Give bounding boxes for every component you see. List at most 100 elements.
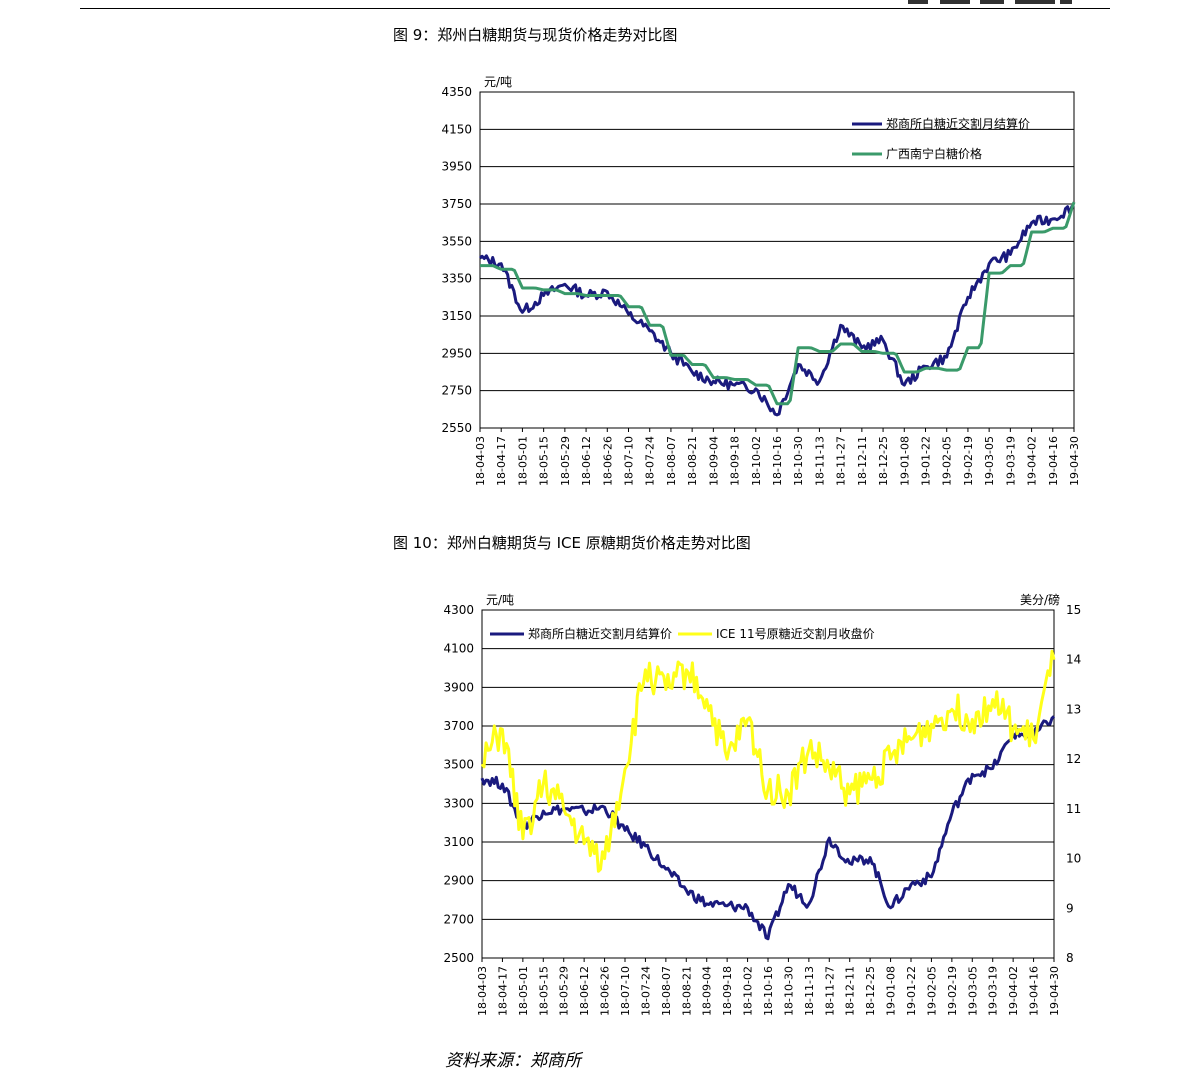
x-tick-label: 18-06-12 <box>578 966 591 1016</box>
legend-label-2: 广西南宁白糖价格 <box>886 146 982 161</box>
y-tick-label: 2700 <box>443 912 474 926</box>
x-tick-label: 18-05-29 <box>559 436 572 486</box>
figure-10-title: 图 10：郑州白糖期货与 ICE 原糖期货价格走势对比图 <box>393 534 751 552</box>
y-tick-label: 4300 <box>443 603 474 617</box>
x-tick-label: 18-04-03 <box>474 436 487 486</box>
x-tick-label: 19-02-19 <box>962 436 975 486</box>
figure-10-chart: 2500 2700 2900 3100 3300 3500 3700 3900 4100 4300… <box>443 592 1081 1016</box>
y-tick-label: 3900 <box>443 680 474 694</box>
header-rule <box>80 8 1110 9</box>
y2-tick-label: 15 <box>1066 603 1081 617</box>
x-tick-label: 19-01-22 <box>905 966 918 1016</box>
y-tick-label: 3350 <box>441 272 472 286</box>
plot-frame <box>479 91 1075 429</box>
x-tick-label: 19-02-05 <box>941 436 954 486</box>
header-decoration <box>908 0 1072 4</box>
y-tick-label: 4150 <box>441 122 472 136</box>
x-tick-label: 18-10-16 <box>762 966 775 1016</box>
legend-label-2: ICE 11号原糖近交割月收盘价 <box>716 626 875 641</box>
y-axis-label: 元/吨 <box>484 75 512 89</box>
x-tick-label: 18-05-15 <box>537 966 550 1016</box>
legend-label-1: 郑商所白糖近交割月结算价 <box>886 116 1030 131</box>
y2-tick-label: 11 <box>1066 802 1081 816</box>
x-tick-label: 19-03-05 <box>983 436 996 486</box>
x-tick-label: 19-04-02 <box>1007 966 1020 1016</box>
x-tick-label: 19-04-16 <box>1047 436 1060 486</box>
x-tick-label: 18-04-03 <box>476 966 489 1016</box>
y2-tick-label: 10 <box>1066 852 1081 866</box>
y-tick-label: 2500 <box>443 951 474 965</box>
y-tick-label: 3100 <box>443 835 474 849</box>
x-tick-label: 18-06-26 <box>599 966 612 1016</box>
y-tick-label: 4100 <box>443 642 474 656</box>
figure-9-chart: 2550 2750 2950 3150 3350 3550 3750 3950 4150 4350… <box>441 75 1081 486</box>
y-tick-label: 3700 <box>443 719 474 733</box>
x-tick-label: 18-08-07 <box>665 436 678 486</box>
x-tick-label: 18-05-01 <box>517 966 530 1016</box>
x-tick-label: 19-04-30 <box>1048 966 1061 1016</box>
x-tick-label: 18-10-02 <box>742 966 755 1016</box>
y-tick-label: 3550 <box>441 234 472 248</box>
y-tick-label: 3150 <box>441 309 472 323</box>
x-tick-label: 18-09-04 <box>707 436 720 486</box>
source-note: 资料来源：郑商所 <box>445 1051 581 1071</box>
x-tick-label: 18-07-24 <box>644 436 657 486</box>
x-tick-label: 18-07-10 <box>619 966 632 1016</box>
y2-axis-label: 美分/磅 <box>1020 592 1060 607</box>
legend-label-1: 郑商所白糖近交割月结算价 <box>528 626 672 641</box>
y-tick-label: 2750 <box>441 384 472 398</box>
series-line-2 <box>480 201 1076 406</box>
x-tick-label: 18-10-16 <box>771 436 784 486</box>
x-tick-label: 19-02-19 <box>946 966 959 1016</box>
y-tick-label: 2550 <box>441 421 472 435</box>
x-tick-label: 18-08-21 <box>680 966 693 1016</box>
y2-tick-label: 8 <box>1066 951 1074 965</box>
x-tick-label: 18-05-15 <box>538 436 551 486</box>
x-tick-label: 18-07-10 <box>623 436 636 486</box>
x-tick-label: 18-05-29 <box>558 966 571 1016</box>
x-tick-label: 18-11-13 <box>813 436 826 486</box>
x-tick-label: 18-09-18 <box>729 436 742 486</box>
x-tick-label: 19-01-08 <box>898 436 911 486</box>
y2-tick-label: 13 <box>1066 702 1081 716</box>
x-tick-label: 18-04-17 <box>495 436 508 486</box>
y-tick-label: 3950 <box>441 160 472 174</box>
x-tick-label: 18-08-21 <box>686 436 699 486</box>
x-tick-label: 18-12-11 <box>856 436 869 486</box>
x-tick-label: 19-02-05 <box>925 966 938 1016</box>
x-tick-label: 19-01-08 <box>885 966 898 1016</box>
x-tick-label: 18-10-30 <box>792 436 805 486</box>
x-tick-label: 19-03-19 <box>1004 436 1017 486</box>
x-tick-label: 19-04-16 <box>1028 966 1041 1016</box>
x-tick-label: 18-11-27 <box>835 436 848 486</box>
x-tick-label: 19-04-30 <box>1068 436 1081 486</box>
x-tick-label: 18-09-18 <box>721 966 734 1016</box>
x-tick-label: 18-04-17 <box>496 966 509 1016</box>
y2-tick-label: 14 <box>1066 653 1081 667</box>
x-tick-label: 18-10-02 <box>750 436 763 486</box>
y-tick-label: 2950 <box>441 346 472 360</box>
series-line-2 <box>480 649 1056 873</box>
x-tick-label: 18-06-12 <box>580 436 593 486</box>
series-line-1 <box>480 715 1056 941</box>
x-tick-label: 18-12-11 <box>844 966 857 1016</box>
y-tick-label: 4350 <box>441 85 472 99</box>
y2-tick-label: 12 <box>1066 752 1081 766</box>
x-tick-label: 18-06-26 <box>601 436 614 486</box>
y-tick-label: 3750 <box>441 197 472 211</box>
x-tick-label: 18-11-27 <box>823 966 836 1016</box>
x-tick-label: 19-03-05 <box>966 966 979 1016</box>
y2-tick-label: 9 <box>1066 901 1074 915</box>
x-tick-label: 19-03-19 <box>987 966 1000 1016</box>
x-tick-label: 18-07-24 <box>639 966 652 1016</box>
x-tick-label: 18-09-04 <box>701 966 714 1016</box>
y-tick-label: 2900 <box>443 874 474 888</box>
x-tick-label: 18-11-13 <box>803 966 816 1016</box>
x-tick-label: 19-01-22 <box>920 436 933 486</box>
y-tick-label: 3300 <box>443 796 474 810</box>
x-tick-label: 18-12-25 <box>877 436 890 486</box>
x-tick-label: 18-12-25 <box>864 966 877 1016</box>
x-tick-label: 18-08-07 <box>660 966 673 1016</box>
figure-9-title: 图 9：郑州白糖期货与现货价格走势对比图 <box>393 26 678 44</box>
x-tick-label: 18-10-30 <box>782 966 795 1016</box>
